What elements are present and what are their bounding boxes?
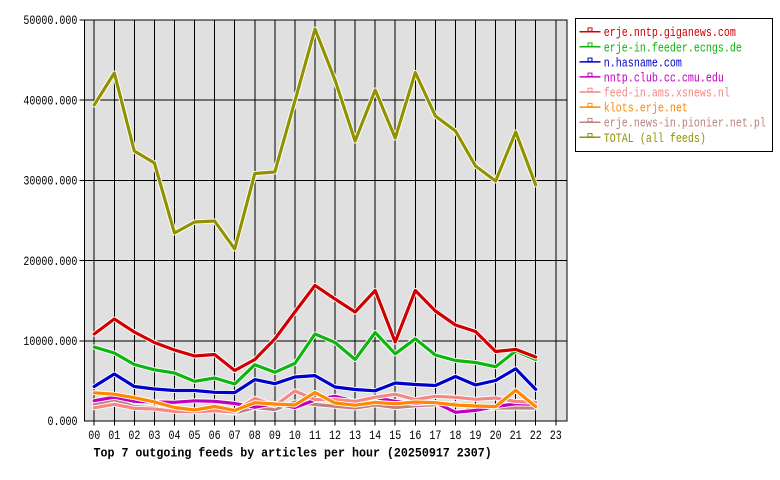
svg-text:erje.news-in.pionier.net.pl: erje.news-in.pionier.net.pl	[604, 117, 766, 132]
svg-text:04: 04	[168, 429, 180, 444]
svg-text:02: 02	[128, 429, 140, 444]
svg-text:07: 07	[229, 429, 241, 444]
svg-text:klots.erje.net: klots.erje.net	[604, 102, 688, 117]
svg-text:20000.000: 20000.000	[23, 255, 77, 270]
svg-text:05: 05	[189, 429, 201, 444]
svg-text:50000.000: 50000.000	[23, 14, 77, 29]
svg-text:30000.000: 30000.000	[23, 175, 77, 190]
svg-text:40000.000: 40000.000	[23, 94, 77, 109]
svg-text:feed-in.ams.xsnews.nl: feed-in.ams.xsnews.nl	[604, 86, 730, 101]
svg-text:18: 18	[449, 429, 461, 444]
svg-text:17: 17	[429, 429, 441, 444]
svg-text:20: 20	[490, 429, 502, 444]
svg-text:14: 14	[369, 429, 381, 444]
svg-text:11: 11	[309, 429, 321, 444]
svg-text:13: 13	[349, 429, 361, 444]
svg-text:21: 21	[510, 429, 522, 444]
svg-text:10: 10	[289, 429, 301, 444]
svg-text:15: 15	[389, 429, 401, 444]
svg-text:erje-in.feeder.ecngs.de: erje-in.feeder.ecngs.de	[604, 41, 742, 56]
svg-text:TOTAL (all feeds): TOTAL (all feeds)	[604, 132, 706, 147]
svg-text:nntp.club.cc.cmu.edu: nntp.club.cc.cmu.edu	[604, 71, 724, 86]
svg-text:23: 23	[550, 429, 562, 444]
svg-text:10000.000: 10000.000	[23, 335, 77, 350]
svg-text:00: 00	[88, 429, 100, 444]
svg-text:erje.nntp.giganews.com: erje.nntp.giganews.com	[604, 26, 736, 41]
svg-text:Top 7 outgoing feeds by articl: Top 7 outgoing feeds by articles per hou…	[94, 446, 492, 461]
svg-text:09: 09	[269, 429, 281, 444]
svg-text:22: 22	[530, 429, 542, 444]
svg-text:01: 01	[108, 429, 120, 444]
svg-text:03: 03	[148, 429, 160, 444]
svg-text:0.000: 0.000	[47, 415, 77, 430]
svg-text:n.hasname.com: n.hasname.com	[604, 56, 682, 71]
svg-text:06: 06	[209, 429, 221, 444]
svg-text:08: 08	[249, 429, 261, 444]
svg-text:19: 19	[470, 429, 482, 444]
svg-text:16: 16	[409, 429, 421, 444]
svg-text:12: 12	[329, 429, 341, 444]
